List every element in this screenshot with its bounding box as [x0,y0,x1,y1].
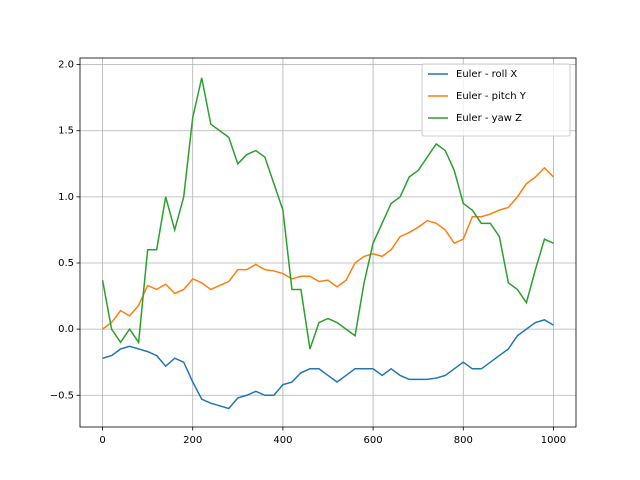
legend-box [421,63,571,137]
legend-label: Euler - roll X [456,69,517,80]
y-tick-label: 1.5 [58,126,74,137]
y-tick-label: 1.0 [58,192,74,203]
plot-frame [79,57,577,428]
y-tick-label: 0.5 [58,258,74,269]
x-tick-label: 400 [273,435,292,446]
y-tick-label: 2.0 [58,60,74,71]
line-series [102,166,554,330]
x-tick-label: 200 [183,435,202,446]
x-tick-label: 800 [454,435,473,446]
x-tick-label: 0 [99,435,105,446]
y-tick-label: −0.5 [50,390,74,401]
legend-label: Euler - yaw Z [456,113,522,124]
line-series [102,319,554,410]
legend-label: Euler - pitch Y [456,91,527,102]
legend: Euler - roll X Euler - pitch Y Euler - yaw… [421,63,571,137]
y-tick-label: 0.0 [58,324,74,335]
x-tick-label: 1000 [541,435,566,446]
line-series [101,77,554,350]
x-tick-label: 600 [364,435,383,446]
